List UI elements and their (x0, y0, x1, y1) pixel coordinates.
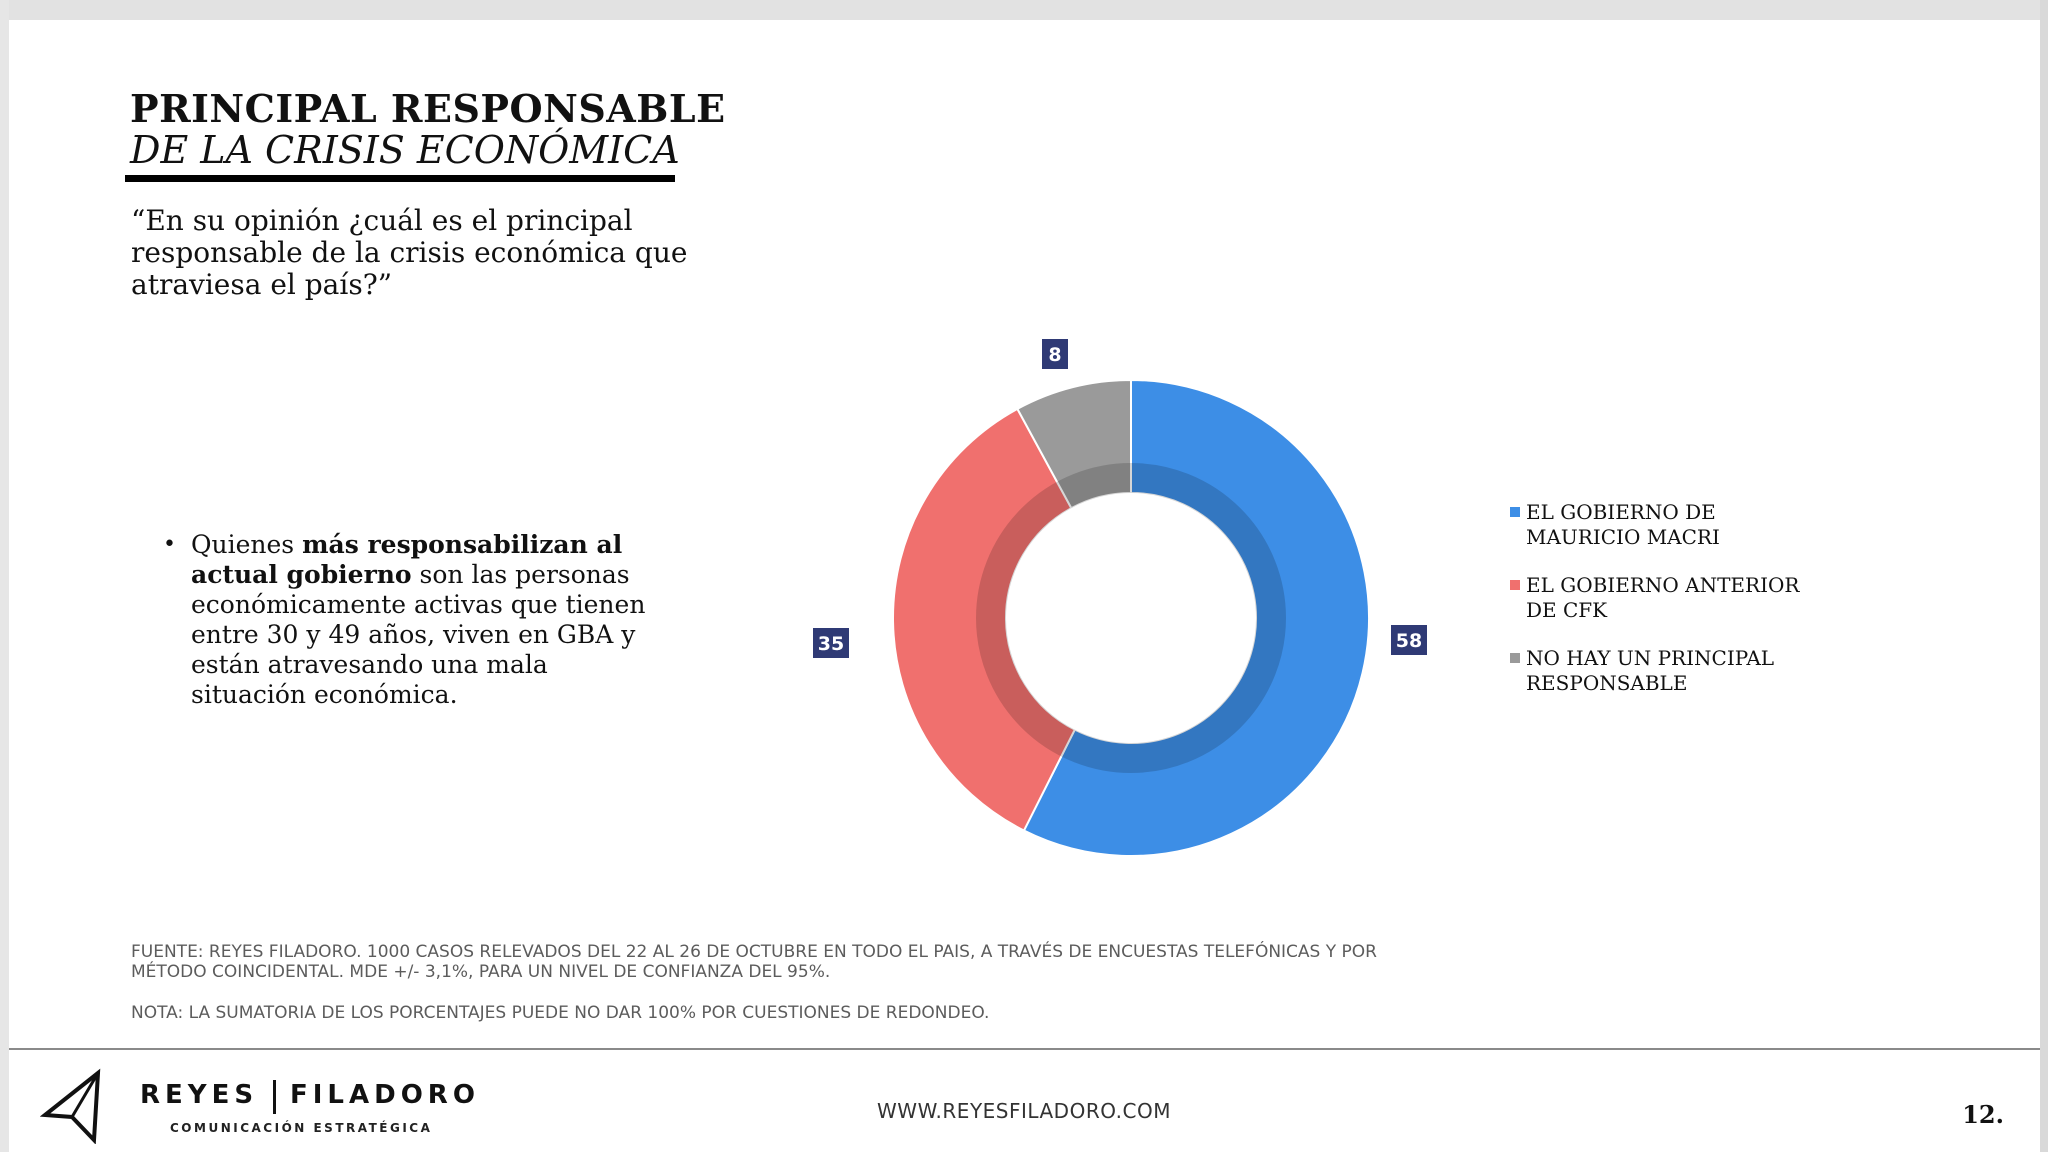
insight-text-post: son las personas económicamente activas … (191, 560, 646, 709)
page-number: 12. (1962, 1100, 2004, 1129)
data-label-cfk: 35 (813, 628, 849, 658)
window-left-edge (0, 0, 9, 1152)
inner-shade-ring (976, 463, 1286, 773)
slice-none (1016, 378, 1132, 510)
insight-text-pre: Quienes (191, 530, 303, 559)
window-right-edge (2040, 0, 2048, 1152)
data-label-macri: 58 (1391, 625, 1427, 655)
footer-divider (9, 1048, 2040, 1050)
brand-separator (273, 1080, 276, 1114)
legend-label-cfk: EL GOBIERNO ANTERIOR DE CFK (1526, 573, 1800, 622)
data-label-box-macri (1391, 625, 1427, 655)
chart-legend: EL GOBIERNO DE MAURICIO MACRI EL GOBIERN… (1510, 500, 1830, 719)
legend-item-cfk: EL GOBIERNO ANTERIOR DE CFK (1510, 573, 1830, 623)
legend-swatch-cfk (1510, 580, 1520, 590)
window-top-edge (0, 0, 2048, 20)
insight-bullet: • Quienes más responsabilizan al actual … (163, 530, 665, 710)
legend-label-none: NO HAY UN PRINCIPAL RESPONSABLE (1526, 646, 1775, 695)
data-label-none: 8 (1042, 339, 1068, 369)
rounding-note: NOTA: LA SUMATORIA DE LOS PORCENTAJES PU… (131, 1003, 990, 1023)
website-link[interactable]: WWW.REYESFILADORO.COM (877, 1099, 1171, 1123)
legend-swatch-macri (1510, 507, 1520, 517)
bullet-mark: • (163, 532, 176, 557)
data-label-text-cfk: 35 (818, 633, 844, 655)
source-note: FUENTE: REYES FILADORO. 1000 CASOS RELEV… (131, 942, 1377, 982)
legend-item-macri: EL GOBIERNO DE MAURICIO MACRI (1510, 500, 1830, 550)
slice-macri (1022, 378, 1370, 857)
data-label-text-macri: 58 (1396, 630, 1422, 652)
legend-item-none: NO HAY UN PRINCIPAL RESPONSABLE (1510, 646, 1830, 696)
legend-label-macri: EL GOBIERNO DE MAURICIO MACRI (1526, 500, 1720, 549)
data-label-box-cfk (813, 628, 849, 658)
survey-question: “En su opinión ¿cuál es el principal res… (131, 204, 688, 301)
brand-tagline: COMUNICACIÓN ESTRATÉGICA (170, 1121, 433, 1135)
insight-text-bold: más responsabilizan al actual gobierno (191, 530, 623, 589)
legend-swatch-none (1510, 653, 1520, 663)
slice-cfk (892, 407, 1077, 832)
brand-name-part1: REYES (140, 1080, 259, 1110)
brand-name-part2: FILADORO (290, 1080, 480, 1110)
data-label-text-none: 8 (1048, 344, 1061, 366)
title-underline (125, 175, 675, 182)
insight-text: Quienes más responsabilizan al actual go… (191, 530, 665, 710)
slide-title-line2: DE LA CRISIS ECONÓMICA (130, 128, 680, 172)
paper-plane-icon (40, 1068, 101, 1144)
slide-title-line1: PRINCIPAL RESPONSABLE (130, 86, 726, 131)
data-label-box-none (1042, 339, 1068, 369)
